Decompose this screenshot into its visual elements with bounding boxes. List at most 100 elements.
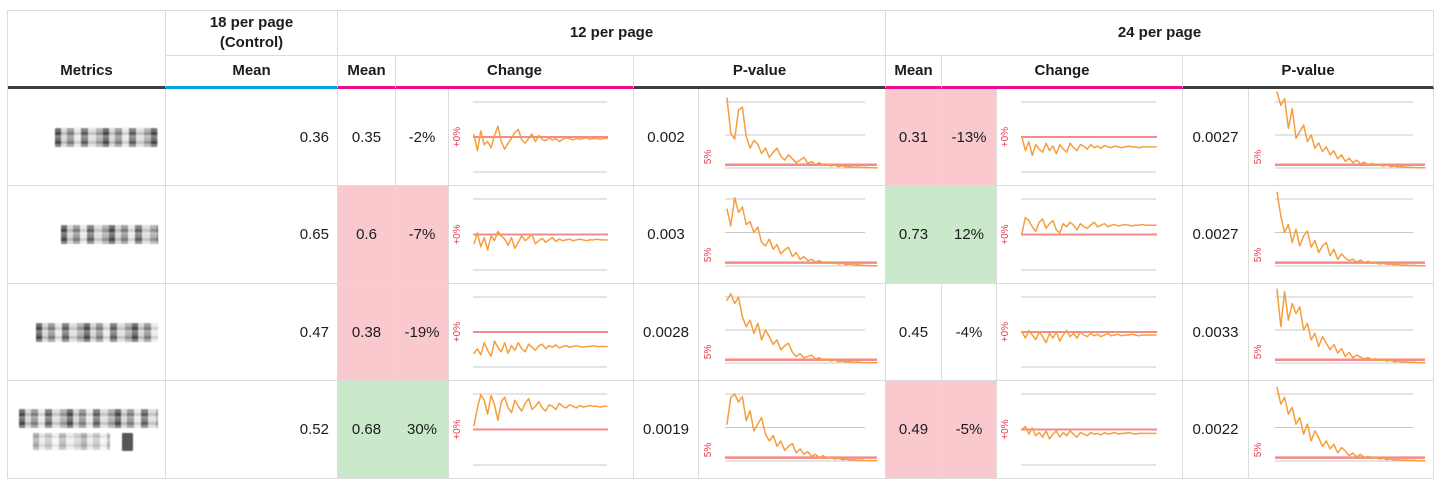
metric-name-redacted (19, 408, 158, 428)
svg-text:5%: 5% (703, 150, 714, 165)
ab-test-metrics-table: Metrics 18 per page (Control) 12 per pag… (7, 10, 1434, 479)
metric-name-redacted (122, 432, 133, 451)
metric-name-redacted (36, 322, 158, 342)
pvalue-cell: 0.002 (634, 89, 699, 186)
v12-change-header: Change (396, 56, 634, 89)
change-sparkline-cell: +0% (997, 89, 1183, 186)
pvalue-sparkline-chart: 5% (1253, 288, 1426, 364)
change-percent-cell: -4% (942, 284, 997, 381)
change-sparkline-chart: +0% (452, 198, 608, 271)
metric-name-redacted (33, 433, 110, 450)
svg-text:5%: 5% (703, 248, 714, 263)
pvalue-sparkline-cell: 5% (699, 381, 886, 479)
pvalue-cell: 0.0027 (1183, 89, 1249, 186)
v24-change-header: Change (942, 56, 1183, 89)
change-sparkline-chart: +0% (452, 393, 608, 466)
svg-text:5%: 5% (1253, 248, 1264, 263)
pvalue-cell: 0.0027 (1183, 186, 1249, 284)
change-sparkline-chart: +0% (1000, 198, 1157, 271)
metric-name-cell (8, 381, 166, 479)
change-percent-cell: -2% (396, 89, 449, 186)
v12-pvalue-header: P-value (634, 56, 886, 89)
svg-text:5%: 5% (703, 345, 714, 360)
svg-text:+0%: +0% (1000, 127, 1011, 147)
change-sparkline-chart: +0% (1000, 296, 1157, 368)
v24-mean-header: Mean (886, 56, 942, 89)
variant-mean-cell: 0.6 (338, 186, 396, 284)
pvalue-sparkline-cell: 5% (1249, 186, 1434, 284)
variant-mean-cell: 0.68 (338, 381, 396, 479)
variant-mean-cell: 0.31 (886, 89, 942, 186)
pvalue-cell: 0.0033 (1183, 284, 1249, 381)
v24-pvalue-header: P-value (1183, 56, 1434, 89)
metric-name-cell (8, 186, 166, 284)
pvalue-sparkline-cell: 5% (1249, 381, 1434, 479)
change-percent-cell: 12% (942, 186, 997, 284)
metric-name-cell (8, 284, 166, 381)
change-percent-cell: -7% (396, 186, 449, 284)
change-sparkline-chart: +0% (1000, 101, 1157, 173)
control-mean-cell: 0.65 (166, 186, 338, 284)
change-sparkline-cell: +0% (997, 284, 1183, 381)
pvalue-sparkline-chart: 5% (703, 97, 878, 169)
pvalue-sparkline-cell: 5% (699, 89, 886, 186)
variant-mean-cell: 0.35 (338, 89, 396, 186)
pvalue-sparkline-chart: 5% (703, 292, 878, 364)
pvalue-sparkline-cell: 5% (1249, 284, 1434, 381)
control-group-title-line2: (Control) (219, 34, 284, 51)
svg-text:+0%: +0% (452, 419, 463, 439)
variant-group-header-12-per-page: 12 per page (338, 11, 886, 56)
pvalue-sparkline-chart: 5% (703, 196, 878, 267)
change-percent-cell: -13% (942, 89, 997, 186)
pvalue-sparkline-cell: 5% (699, 186, 886, 284)
svg-text:5%: 5% (1253, 345, 1264, 360)
svg-text:5%: 5% (1253, 443, 1264, 458)
variant-mean-cell: 0.73 (886, 186, 942, 284)
pvalue-cell: 0.003 (634, 186, 699, 284)
variant-group-header-24-per-page: 24 per page (886, 11, 1434, 56)
metric-name-redacted (55, 127, 158, 147)
change-sparkline-cell: +0% (997, 381, 1183, 479)
control-mean-cell: 0.36 (166, 89, 338, 186)
control-mean-cell: 0.47 (166, 284, 338, 381)
change-sparkline-chart: +0% (452, 296, 608, 368)
pvalue-sparkline-chart: 5% (1253, 91, 1426, 169)
svg-text:+0%: +0% (452, 127, 463, 147)
control-group-header: 18 per page (Control) (166, 11, 338, 56)
svg-text:+0%: +0% (1000, 322, 1011, 342)
svg-text:+0%: +0% (1000, 419, 1011, 439)
change-sparkline-chart: +0% (1000, 393, 1157, 466)
svg-text:+0%: +0% (452, 224, 463, 244)
metric-name-redacted (61, 225, 158, 244)
variant-mean-cell: 0.49 (886, 381, 942, 479)
change-percent-cell: -5% (942, 381, 997, 479)
svg-text:5%: 5% (1253, 150, 1264, 165)
change-percent-cell: -19% (396, 284, 449, 381)
pvalue-sparkline-chart: 5% (703, 393, 878, 462)
pvalue-sparkline-cell: 5% (699, 284, 886, 381)
pvalue-cell: 0.0028 (634, 284, 699, 381)
pvalue-cell: 0.0022 (1183, 381, 1249, 479)
change-sparkline-chart: +0% (452, 101, 608, 173)
control-mean-header: Mean (166, 56, 338, 89)
pvalue-sparkline-cell: 5% (1249, 89, 1434, 186)
change-percent-cell: 30% (396, 381, 449, 479)
control-group-title-line1: 18 per page (209, 14, 294, 31)
control-mean-cell: 0.52 (166, 381, 338, 479)
v12-mean-header: Mean (338, 56, 396, 89)
svg-text:5%: 5% (703, 443, 714, 458)
change-sparkline-cell: +0% (449, 89, 634, 186)
metrics-column-header: Metrics (8, 11, 166, 89)
change-sparkline-cell: +0% (997, 186, 1183, 284)
svg-text:+0%: +0% (452, 322, 463, 342)
pvalue-cell: 0.0019 (634, 381, 699, 479)
metric-name-cell (8, 89, 166, 186)
change-sparkline-cell: +0% (449, 284, 634, 381)
change-sparkline-cell: +0% (449, 381, 634, 479)
svg-text:+0%: +0% (1000, 224, 1011, 244)
variant-mean-cell: 0.38 (338, 284, 396, 381)
pvalue-sparkline-chart: 5% (1253, 191, 1426, 267)
change-sparkline-cell: +0% (449, 186, 634, 284)
pvalue-sparkline-chart: 5% (1253, 386, 1426, 462)
